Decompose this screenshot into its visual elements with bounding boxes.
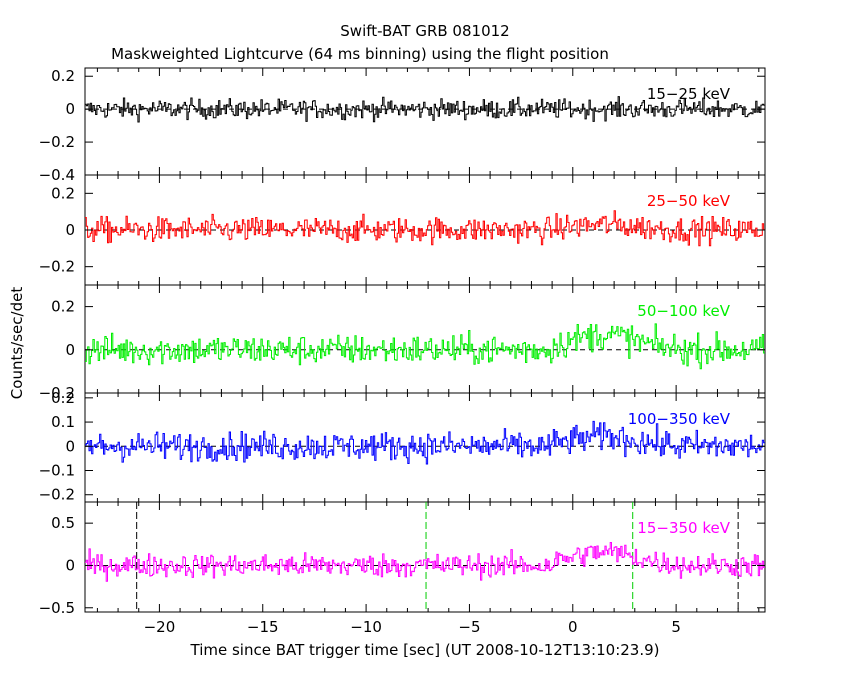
panel-frame bbox=[84, 501, 766, 613]
band-label: 15−350 keV bbox=[637, 519, 730, 537]
panel-3: 0.2 0 −0.2 50−100 keV bbox=[39, 284, 766, 402]
y-tick-label: 0 bbox=[65, 100, 75, 118]
y-tick-label: 0.2 bbox=[51, 184, 75, 202]
y-tick-label: 0 bbox=[65, 221, 75, 239]
y-tick-label: −0.2 bbox=[39, 384, 75, 402]
x-tick-label: 5 bbox=[671, 618, 681, 636]
series-line bbox=[85, 96, 765, 123]
x-tick-label: 0 bbox=[568, 618, 578, 636]
y-tick-label: −0.2 bbox=[39, 258, 75, 276]
y-tick-label: −0.1 bbox=[39, 462, 75, 480]
y-tick-label: 0.2 bbox=[51, 67, 75, 85]
y-tick-label: 0 bbox=[65, 341, 75, 359]
chart-title: Swift-BAT GRB 081012 bbox=[340, 22, 509, 40]
y-tick-label: 0 bbox=[65, 556, 75, 574]
y-tick-label: −0.2 bbox=[39, 486, 75, 504]
y-tick-label: −0.2 bbox=[39, 133, 75, 151]
x-tick-label: −10 bbox=[350, 618, 382, 636]
y-tick-label: −0.5 bbox=[39, 599, 75, 617]
y-tick-label: 0 bbox=[65, 437, 75, 455]
band-label: 15−25 keV bbox=[647, 85, 731, 103]
y-tick-label: 0.2 bbox=[51, 389, 75, 407]
y-tick-label: −0.4 bbox=[39, 166, 75, 184]
panel-4: 0.2 0.1 0 −0.1 −0.2 100−350 keV bbox=[39, 389, 766, 504]
series-line bbox=[85, 323, 765, 370]
band-label: 100−350 keV bbox=[628, 410, 731, 428]
panel-2: 0.2 0 −0.2 25−50 keV bbox=[39, 174, 766, 286]
band-label: 25−50 keV bbox=[647, 192, 731, 210]
chart-subtitle: Maskweighted Lightcurve (64 ms binning) … bbox=[111, 45, 609, 63]
x-tick-label: −15 bbox=[247, 618, 279, 636]
series-line bbox=[85, 420, 765, 465]
series-line bbox=[85, 210, 765, 247]
x-axis-label: Time since BAT trigger time [sec] (UT 20… bbox=[190, 641, 660, 659]
y-tick-label: 0.1 bbox=[51, 413, 75, 431]
x-tick-label: −5 bbox=[458, 618, 480, 636]
y-axis-label: Counts/sec/det bbox=[8, 287, 26, 400]
series-line bbox=[85, 542, 765, 582]
panel-5: 0.5 0 −0.5 15−350 keV bbox=[39, 501, 766, 617]
y-tick-label: 0.2 bbox=[51, 298, 75, 316]
y-tick-label: 0.5 bbox=[51, 514, 75, 532]
panel-1: 0.2 0 −0.2 −0.4 15−25 keV bbox=[39, 67, 766, 184]
x-tick-label: −20 bbox=[144, 618, 176, 636]
band-label: 50−100 keV bbox=[637, 302, 730, 320]
